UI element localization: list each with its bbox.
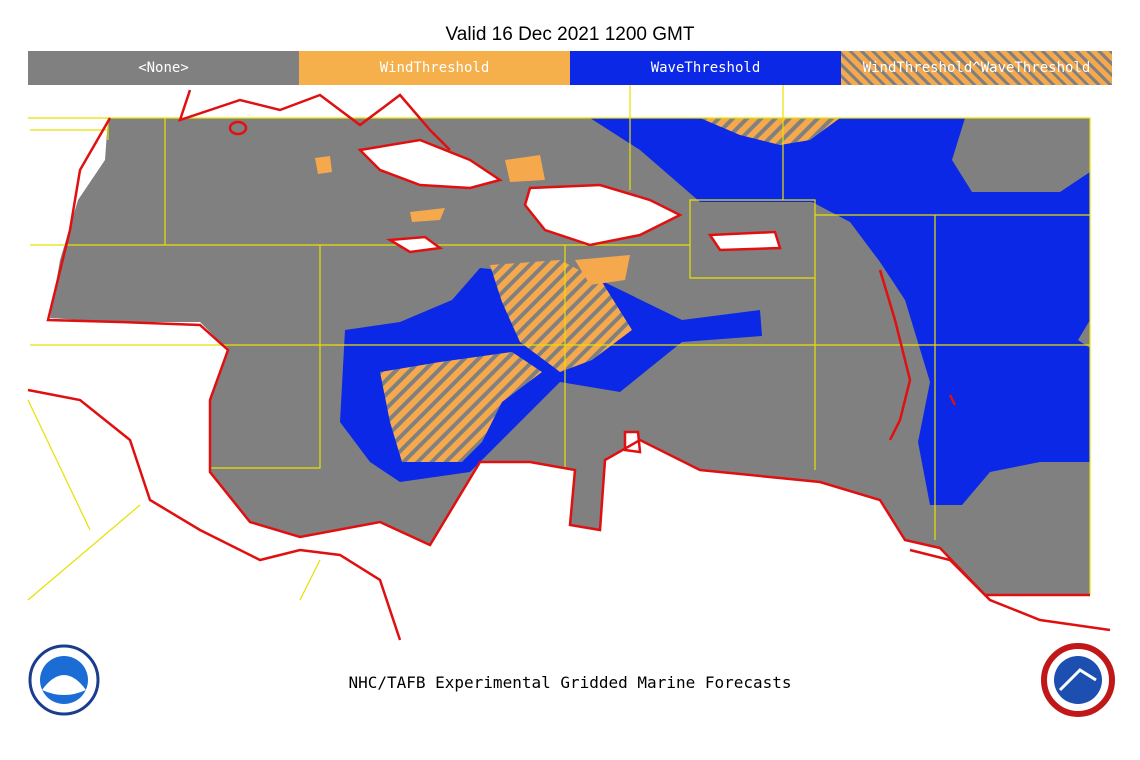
wind-zone <box>410 208 445 222</box>
legend-item: <None> <box>28 51 299 85</box>
nws-logo <box>1041 643 1115 717</box>
coastline <box>27 89 1111 641</box>
islands <box>357 138 782 454</box>
caption: NHC/TAFB Experimental Gridded Marine For… <box>348 673 792 692</box>
legend-item: WaveThreshold <box>570 51 841 85</box>
wind-zone <box>505 155 545 182</box>
noaa-logo <box>28 644 100 716</box>
legend-item: WindThreshold^WaveThreshold <box>841 51 1112 85</box>
zone-lines <box>27 85 1091 601</box>
wind-zone <box>315 156 332 174</box>
wind-wave-zone <box>700 118 840 145</box>
wind-zone <box>575 255 630 285</box>
wind-wave-zone <box>380 352 542 462</box>
legend-item: WindThreshold <box>299 51 570 85</box>
legend: <None> WindThreshold WaveThreshold WindT… <box>28 51 1112 85</box>
title: Valid 16 Dec 2021 1200 GMT <box>445 24 695 45</box>
wind-wave-zone <box>490 260 632 372</box>
